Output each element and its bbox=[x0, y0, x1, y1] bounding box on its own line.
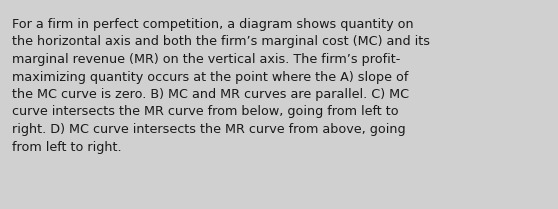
Text: For a firm in perfect competition, a diagram shows quantity on
the horizontal ax: For a firm in perfect competition, a dia… bbox=[12, 18, 430, 153]
